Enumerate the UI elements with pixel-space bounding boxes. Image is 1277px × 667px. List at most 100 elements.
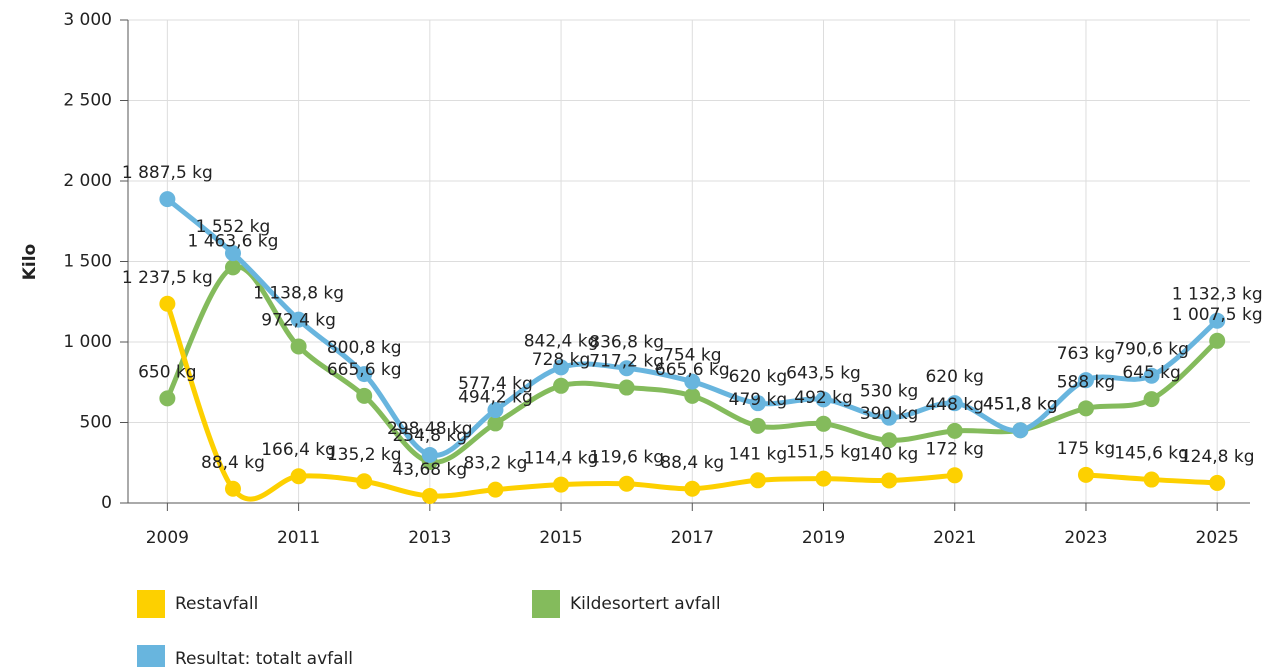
y-tick-label: 1 000 (63, 332, 112, 352)
point (553, 377, 570, 394)
data-label: 83,2 kg (463, 454, 527, 474)
point (1077, 466, 1094, 483)
point (684, 387, 701, 404)
data-label: 665,6 kg (655, 360, 730, 380)
data-label: 620 kg (925, 367, 984, 387)
point (421, 487, 438, 504)
x-tick-label: 2011 (277, 528, 320, 548)
data-label: 1 237,5 kg (122, 268, 213, 288)
x-tick-label: 2021 (933, 528, 976, 548)
data-label: 451,8 kg (983, 394, 1058, 414)
data-label: 172 kg (925, 439, 984, 459)
data-label: 1 007,5 kg (1172, 305, 1263, 325)
data-label: 800,8 kg (327, 338, 402, 358)
data-label: 842,4 kg (524, 331, 599, 351)
legend-swatch (137, 590, 165, 618)
point (224, 245, 241, 262)
data-label: 479 kg (729, 390, 788, 410)
point (553, 359, 570, 376)
data-label: 140 kg (860, 444, 919, 464)
x-tick-label: 2023 (1064, 528, 1107, 548)
data-label: 1 463,6 kg (188, 231, 279, 251)
data-label: 665,6 kg (327, 360, 402, 380)
y-tick-label: 3 000 (63, 10, 112, 30)
point (224, 480, 241, 497)
data-label: 88,4 kg (201, 453, 265, 473)
data-label: 1 552 kg (196, 217, 271, 237)
data-label: 151,5 kg (786, 443, 861, 463)
data-label: 620 kg (729, 367, 788, 387)
point (356, 387, 373, 404)
x-tick-label: 2009 (146, 528, 189, 548)
point (224, 259, 241, 276)
data-label: 728 kg (532, 350, 591, 370)
point (1209, 474, 1226, 491)
point (159, 390, 176, 407)
data-label: 972,4 kg (261, 310, 336, 330)
point (946, 395, 963, 412)
point (159, 191, 176, 208)
point (749, 395, 766, 412)
point (1143, 391, 1160, 408)
point (553, 476, 570, 493)
point (159, 295, 176, 312)
data-label: 254,8 kg (392, 426, 467, 446)
legend-swatch (532, 590, 560, 618)
x-tick-label: 2017 (671, 528, 714, 548)
point (290, 338, 307, 355)
point (1143, 367, 1160, 384)
point (618, 379, 635, 396)
point (815, 391, 832, 408)
legend-swatch (137, 645, 165, 667)
point (815, 470, 832, 487)
point (356, 366, 373, 383)
point (487, 481, 504, 498)
data-label: 645 kg (1122, 363, 1181, 383)
point (356, 473, 373, 490)
y-tick-label: 1 500 (63, 252, 112, 272)
data-label: 43,68 kg (392, 460, 467, 480)
y-tick-label: 0 (101, 493, 112, 513)
point (487, 415, 504, 432)
data-label: 451,8 kg (983, 394, 1058, 414)
point (749, 472, 766, 489)
data-label: 145,6 kg (1114, 444, 1189, 464)
point (1209, 332, 1226, 349)
point (684, 480, 701, 497)
point (1077, 400, 1094, 417)
x-tick-label: 2013 (408, 528, 451, 548)
x-tick-label: 2015 (539, 528, 582, 548)
data-label: 175 kg (1057, 439, 1116, 459)
data-label: 650 kg (138, 362, 197, 382)
point (881, 472, 898, 489)
data-label: 1 138,8 kg (253, 284, 344, 304)
point (1209, 312, 1226, 329)
data-label: 717,2 kg (589, 352, 664, 372)
point (946, 422, 963, 439)
y-tick-label: 2 000 (63, 171, 112, 191)
x-tick-label: 2025 (1196, 528, 1239, 548)
data-label: 298,48 kg (387, 419, 473, 439)
point (881, 432, 898, 449)
data-label: 390 kg (860, 404, 919, 424)
data-label: 124,8 kg (1180, 447, 1255, 467)
point (815, 415, 832, 432)
data-label: 790,6 kg (1114, 340, 1189, 360)
point (881, 409, 898, 426)
data-label: 1 887,5 kg (122, 163, 213, 183)
point (421, 446, 438, 463)
data-label: 530 kg (860, 382, 919, 402)
legend-label: Resultat: totalt avfall (175, 649, 353, 667)
point (290, 311, 307, 328)
data-label: 588 kg (1057, 372, 1116, 392)
legend-label: Restavfall (175, 594, 258, 614)
y-tick-label: 500 (80, 413, 112, 433)
point (946, 467, 963, 484)
data-label: 494,2 kg (458, 387, 533, 407)
point (1012, 422, 1029, 439)
data-label: 577,4 kg (458, 374, 533, 394)
data-label: 166,4 kg (261, 440, 336, 460)
point (618, 360, 635, 377)
x-tick-label: 2019 (802, 528, 845, 548)
